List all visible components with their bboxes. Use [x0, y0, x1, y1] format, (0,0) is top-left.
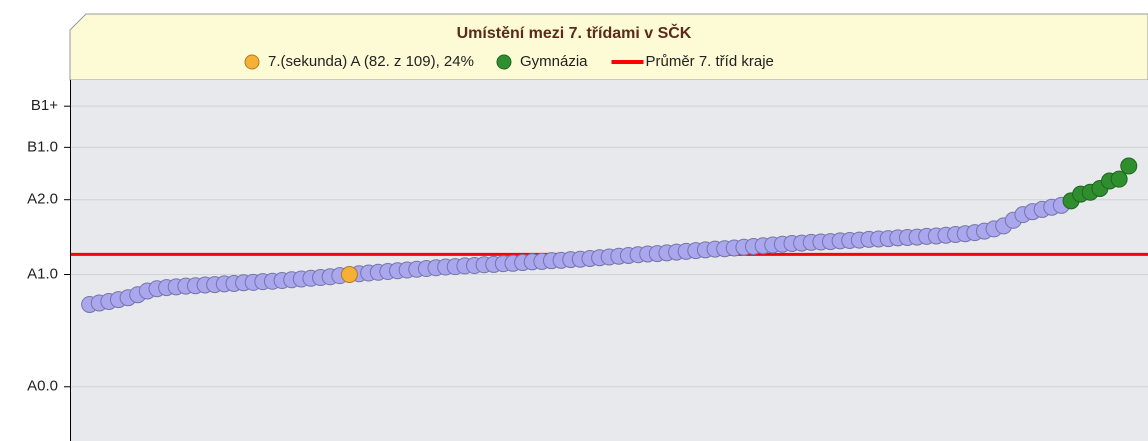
legend-label: Gymnázia — [520, 53, 588, 70]
header-box — [69, 13, 1148, 81]
y-tick-label: B1+ — [31, 97, 58, 114]
data-point — [1120, 157, 1138, 175]
legend-marker — [244, 54, 260, 70]
legend-label: Průměr 7. tříd kraje — [646, 53, 774, 70]
data-point — [1110, 170, 1128, 188]
y-tick-label: B1.0 — [27, 138, 58, 155]
legend: 7.(sekunda) A (82. z 109), 24% Gymnázia Pr… — [244, 53, 774, 70]
y-tick-label: A0.0 — [27, 378, 58, 395]
chart-title: Umístění mezi 7. třídami v SČK — [457, 23, 692, 42]
y-tick-label: A2.0 — [27, 191, 58, 208]
legend-marker — [496, 54, 512, 70]
data-point — [340, 266, 358, 284]
y-tick-label: A1.0 — [27, 265, 58, 282]
legend-label: 7.(sekunda) A (82. z 109), 24% — [268, 53, 474, 70]
